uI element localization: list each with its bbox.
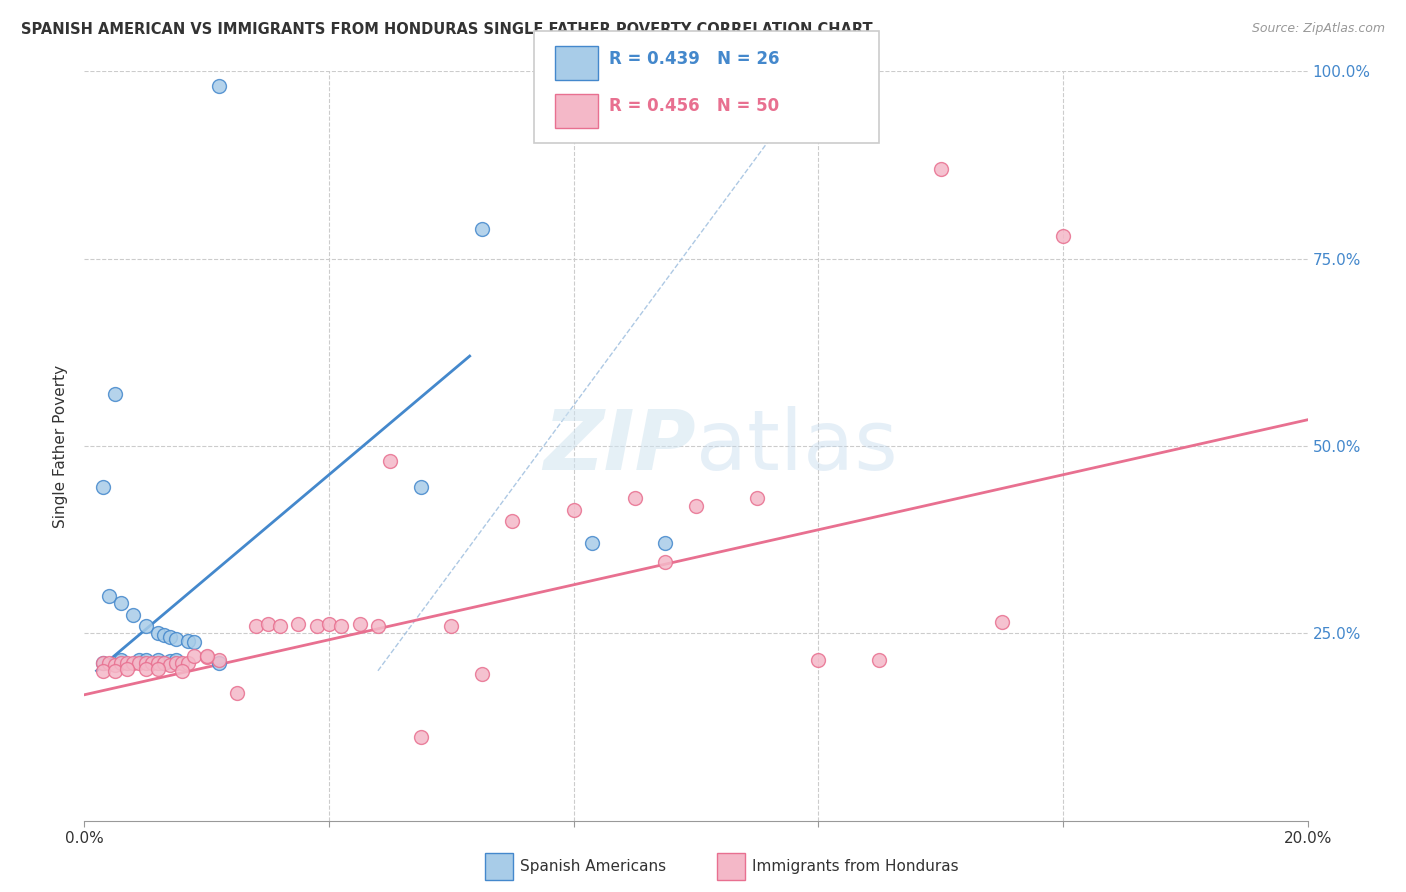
Point [135,662,157,676]
Point [183,648,205,663]
Point [195,650,218,665]
Point [172,657,194,671]
Point [97,589,120,603]
Point [135,652,157,666]
Point [91,664,114,678]
Text: Immigrants from Honduras: Immigrants from Honduras [752,859,959,873]
Point [685,499,707,513]
Point [104,657,127,672]
Point [440,619,463,633]
Point [91,657,114,671]
Point [318,617,340,632]
Text: Source: ZipAtlas.com: Source: ZipAtlas.com [1251,22,1385,36]
Point [208,652,231,666]
Point [330,619,353,633]
Point [747,491,769,506]
Point [183,635,205,649]
Point [135,657,157,671]
Point [91,480,114,494]
Point [305,619,328,633]
Point [122,607,145,622]
Point [245,619,267,633]
Point [153,657,176,671]
Text: R = 0.456   N = 50: R = 0.456 N = 50 [609,97,779,115]
Point [159,630,181,644]
Point [991,615,1014,629]
Point [654,555,676,569]
Point [471,666,494,681]
Point [146,657,169,671]
Point [380,454,402,468]
Point [502,514,524,528]
Text: SPANISH AMERICAN VS IMMIGRANTS FROM HONDURAS SINGLE FATHER POVERTY CORRELATION C: SPANISH AMERICAN VS IMMIGRANTS FROM HOND… [21,22,873,37]
Point [869,652,891,666]
Point [165,652,187,666]
Point [409,730,432,744]
Point [115,662,138,676]
Point [367,619,389,633]
Point [471,221,494,235]
Point [110,596,132,610]
Point [115,657,138,671]
Point [146,662,169,676]
Text: Spanish Americans: Spanish Americans [520,859,666,873]
Text: R = 0.439   N = 26: R = 0.439 N = 26 [609,50,779,68]
Point [624,491,647,506]
Point [146,652,169,666]
Point [110,652,132,666]
Point [91,657,114,671]
Text: atlas: atlas [696,406,897,486]
Point [159,657,181,672]
Y-axis label: Single Father Poverty: Single Father Poverty [53,365,69,527]
Point [146,626,169,640]
Point [287,617,309,632]
Point [122,657,145,671]
Point [581,536,603,550]
Point [349,617,371,632]
Point [165,632,187,647]
Point [807,652,830,666]
Point [257,617,280,632]
Point [177,633,200,648]
Point [1052,229,1074,244]
Point [153,628,176,642]
Point [172,664,194,678]
Point [97,657,120,671]
Point [159,654,181,668]
Point [104,386,127,401]
Point [195,648,218,663]
Point [177,657,200,671]
Point [104,664,127,678]
Point [128,652,150,666]
Point [654,536,676,550]
Point [135,619,157,633]
Text: ZIP: ZIP [543,406,696,486]
Point [226,686,249,700]
Point [208,79,231,94]
Point [153,657,176,671]
Point [269,619,291,633]
Point [141,657,163,671]
Point [208,657,231,671]
Point [110,657,132,671]
Point [128,657,150,671]
Point [165,657,187,671]
Point [562,502,585,516]
Point [409,480,432,494]
Point [929,161,952,176]
